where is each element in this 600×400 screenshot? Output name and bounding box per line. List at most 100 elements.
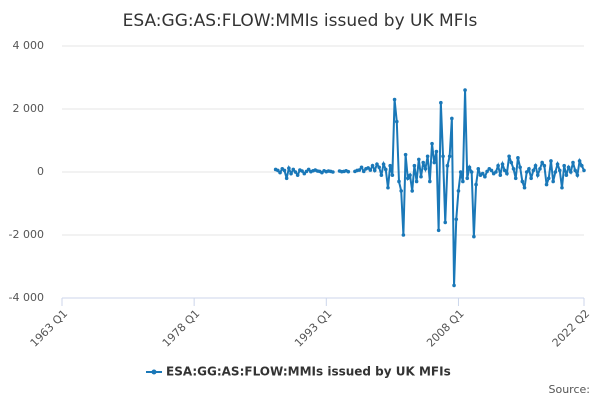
x-tick-label: 2008 Q1 — [424, 307, 467, 350]
source: Source: — [549, 383, 591, 396]
point — [408, 173, 412, 177]
point — [417, 157, 421, 162]
point — [287, 166, 291, 171]
point — [533, 163, 538, 168]
point — [430, 141, 434, 146]
point — [410, 189, 415, 193]
point — [359, 165, 364, 170]
point — [293, 170, 298, 174]
point — [461, 179, 465, 184]
y-tick-label: -4 000 — [9, 291, 44, 304]
point — [414, 179, 419, 184]
point — [465, 176, 470, 181]
chart-title: ESA:GG:AS:FLOW:MMIs issued by UK MFIs — [123, 11, 478, 31]
point — [458, 170, 463, 174]
point — [399, 189, 403, 193]
point — [520, 179, 525, 184]
point — [540, 160, 544, 165]
point — [480, 171, 485, 176]
point — [379, 173, 384, 177]
point — [485, 169, 489, 174]
point — [450, 116, 454, 121]
point — [331, 170, 335, 174]
point — [423, 167, 428, 171]
point — [306, 167, 311, 172]
point — [557, 168, 562, 173]
point — [529, 176, 533, 181]
point — [346, 169, 351, 174]
point — [555, 162, 560, 166]
point — [573, 168, 577, 173]
line — [275, 90, 585, 286]
point — [405, 176, 410, 181]
point — [386, 185, 390, 190]
point — [544, 182, 549, 187]
x-tick-label: 1993 Q1 — [292, 307, 335, 350]
point — [582, 168, 586, 173]
point — [527, 167, 531, 171]
point — [566, 165, 571, 170]
point — [368, 168, 373, 172]
point — [441, 154, 445, 159]
point — [494, 170, 498, 174]
point — [509, 160, 514, 165]
x-tick-label: 1978 Q1 — [160, 307, 203, 350]
point — [551, 179, 555, 184]
point — [412, 163, 417, 168]
point — [421, 160, 426, 165]
point — [456, 189, 461, 193]
point — [546, 176, 551, 181]
point — [443, 220, 448, 225]
y-tick-label: 4 000 — [13, 39, 45, 52]
point — [383, 167, 388, 172]
point — [381, 162, 386, 166]
point — [282, 168, 287, 173]
point — [375, 162, 379, 166]
point — [498, 173, 503, 177]
point — [524, 170, 529, 174]
point — [388, 163, 392, 168]
point — [432, 160, 437, 165]
point — [419, 174, 423, 179]
point — [366, 166, 370, 170]
point — [394, 119, 399, 124]
point — [372, 168, 377, 173]
point — [549, 159, 553, 163]
point — [500, 162, 505, 166]
point — [452, 283, 456, 288]
point — [278, 170, 282, 175]
point — [472, 234, 476, 239]
point — [361, 169, 366, 174]
point — [571, 160, 575, 165]
point — [447, 154, 452, 159]
point — [502, 168, 507, 173]
point — [397, 179, 401, 184]
point — [289, 171, 293, 176]
point — [377, 165, 381, 170]
point — [302, 171, 307, 176]
point — [454, 217, 459, 222]
point — [436, 228, 441, 233]
point — [445, 163, 450, 168]
point — [403, 152, 408, 157]
point — [522, 185, 527, 190]
point — [507, 154, 511, 159]
point — [295, 173, 300, 177]
y-tick-label: 2 000 — [13, 102, 45, 115]
point — [516, 156, 520, 160]
point — [568, 170, 573, 174]
point — [489, 168, 494, 173]
point — [496, 163, 500, 168]
point — [577, 159, 582, 163]
point — [531, 168, 536, 173]
point — [467, 165, 472, 170]
point — [579, 163, 584, 168]
point — [357, 168, 362, 172]
point — [483, 174, 487, 179]
point — [434, 149, 439, 154]
point — [518, 165, 522, 170]
point — [542, 163, 547, 168]
point — [562, 163, 566, 168]
point — [425, 154, 430, 159]
